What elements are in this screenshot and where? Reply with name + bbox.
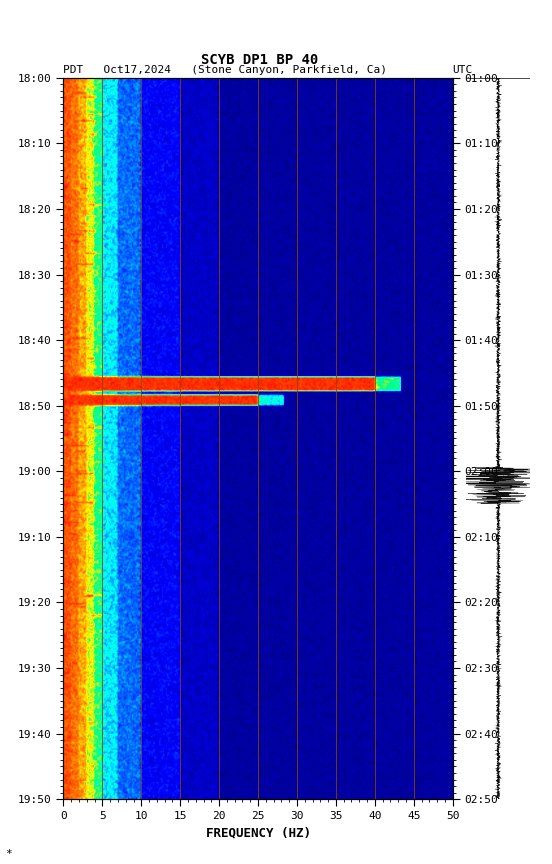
Text: UTC: UTC [453, 65, 473, 75]
Text: PDT   Oct17,2024   (Stone Canyon, Parkfield, Ca): PDT Oct17,2024 (Stone Canyon, Parkfield,… [63, 65, 388, 75]
X-axis label: FREQUENCY (HZ): FREQUENCY (HZ) [205, 827, 311, 840]
Text: *: * [6, 849, 12, 859]
Text: SCYB DP1 BP 40: SCYB DP1 BP 40 [201, 53, 318, 67]
